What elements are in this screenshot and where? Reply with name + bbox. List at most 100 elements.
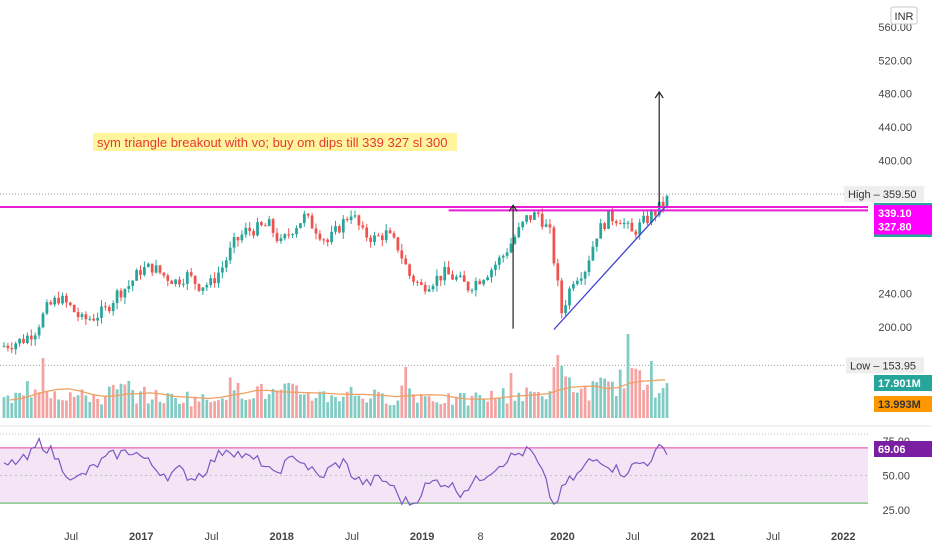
candle-body — [568, 288, 571, 306]
volume-bar — [634, 368, 638, 418]
candle-body — [369, 237, 372, 243]
volume-bar — [494, 398, 497, 418]
candle-body — [205, 285, 209, 288]
candle-body — [392, 233, 396, 238]
x-tick-label: Jul — [345, 531, 359, 543]
volume-bar — [622, 388, 626, 418]
candle-body — [630, 222, 634, 232]
candle-body — [201, 287, 205, 291]
volume-bar — [470, 395, 474, 418]
candle-body — [2, 345, 6, 347]
candle-body — [349, 216, 353, 220]
volume-bar — [2, 397, 6, 418]
volume-bar — [369, 398, 372, 418]
volume-bar — [260, 383, 263, 418]
candle-body — [287, 234, 291, 236]
candle-body — [228, 247, 232, 261]
volume-bar — [482, 399, 486, 418]
volume-bar — [221, 398, 224, 418]
candle-body — [26, 335, 29, 344]
volume-bar — [338, 401, 341, 418]
candle-body — [357, 215, 361, 226]
candle-body — [622, 222, 626, 225]
volume-bar — [162, 403, 166, 418]
volume-bar — [560, 365, 564, 418]
x-tick-label: 8 — [478, 531, 484, 543]
volume-bar — [400, 385, 404, 418]
price-tick-label: 520.00 — [878, 55, 912, 67]
candle-body — [92, 318, 96, 321]
x-tick-label: Jul — [204, 531, 218, 543]
candle-body — [143, 267, 146, 275]
candle-body — [533, 212, 536, 220]
candle-body — [100, 306, 103, 318]
currency-badge-bg[interactable] — [890, 6, 918, 25]
candle-body — [224, 260, 228, 268]
candle-body — [291, 234, 294, 236]
volume-bar — [150, 399, 154, 418]
volume-bar — [314, 397, 318, 418]
volume-bar — [279, 389, 283, 418]
candle-body — [37, 327, 41, 336]
price-tick-label: 240.00 — [878, 289, 912, 301]
volume-bar — [657, 393, 661, 418]
price-tick-label: 200.00 — [878, 322, 912, 334]
candle-body — [400, 250, 404, 259]
candle-body — [115, 290, 119, 304]
candle-body — [470, 290, 474, 292]
volume-bar — [182, 402, 185, 418]
volume-bar — [529, 391, 532, 418]
volume-bar — [217, 400, 220, 418]
high-label: High – 359.50 — [848, 189, 917, 201]
volume-bar — [26, 381, 29, 418]
support-trendline — [553, 206, 666, 330]
candle-body — [256, 222, 259, 236]
candle-body — [661, 201, 665, 207]
volume-bar — [205, 399, 209, 418]
volume-bar — [295, 385, 298, 418]
candle-body — [431, 285, 435, 290]
candle-body — [412, 275, 415, 282]
volume-bar — [349, 386, 353, 418]
candle-body — [49, 302, 53, 305]
candle-body — [634, 231, 638, 235]
volume-bar — [193, 396, 197, 418]
candle-body — [439, 275, 443, 281]
volume-bar — [96, 398, 99, 418]
candle-body — [513, 237, 517, 244]
candle-body — [310, 215, 314, 229]
candle-body — [614, 221, 618, 224]
candle-body — [318, 233, 322, 240]
volume-bar — [14, 392, 18, 418]
candle-body — [14, 343, 18, 350]
candle-body — [107, 307, 111, 312]
currency-badge[interactable]: INR — [895, 11, 914, 23]
candle-body — [353, 215, 357, 217]
candle-body — [443, 267, 447, 281]
volume-bar — [334, 396, 337, 418]
candle-body — [84, 314, 88, 320]
candle-body — [365, 227, 369, 238]
volume-bar — [283, 383, 287, 418]
volume-bar — [302, 394, 306, 418]
candle-body — [536, 212, 540, 214]
x-tick-label: Jul — [626, 531, 640, 543]
volume-bar — [232, 390, 236, 418]
volume-bar — [575, 392, 579, 418]
annotation-bg — [93, 133, 457, 151]
volume-bar — [119, 383, 123, 418]
volume-bar — [388, 405, 392, 418]
volume-bar — [377, 391, 380, 418]
volume-bar — [533, 392, 536, 418]
candle-body — [299, 223, 302, 229]
target2-label-bg — [874, 218, 932, 235]
candle-body — [193, 275, 197, 284]
candle-body — [158, 265, 162, 273]
volume-bar — [271, 388, 275, 418]
candle-body — [322, 239, 326, 241]
volume-bar — [127, 380, 131, 418]
volume-bar — [474, 392, 478, 418]
candle-body — [341, 219, 345, 233]
candle-body — [10, 348, 14, 350]
